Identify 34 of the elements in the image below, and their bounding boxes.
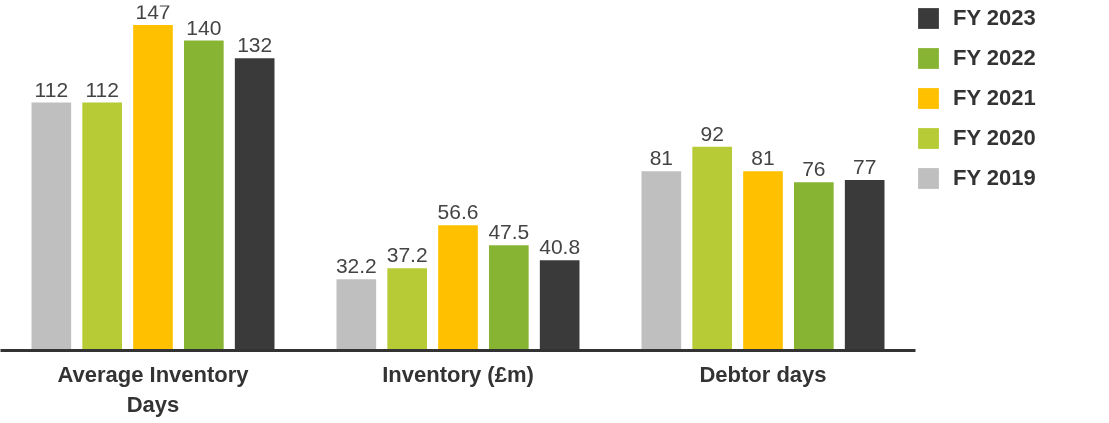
bar: [82, 102, 122, 351]
data-label: 40.8: [539, 235, 581, 259]
bar: [641, 171, 682, 351]
bar: [133, 25, 173, 351]
data-label: 77: [852, 155, 877, 179]
data-label: 112: [34, 77, 69, 101]
data-label: 37.2: [386, 243, 428, 267]
legend-label: FY 2023: [953, 5, 1036, 31]
legend-label: FY 2021: [953, 85, 1036, 111]
bar: [336, 279, 377, 351]
bar: [387, 268, 427, 351]
x-tick-label: Inventory (£m): [382, 361, 534, 387]
legend-label: FY 2019: [953, 165, 1036, 191]
x-tick-label: Debtor days: [699, 361, 827, 387]
data-label: 140: [186, 15, 222, 39]
legend-label: FY 2022: [953, 45, 1036, 71]
bar: [489, 245, 529, 351]
data-label: 132: [237, 33, 273, 57]
legend-label: FY 2020: [953, 125, 1036, 151]
data-label: 32.2: [335, 254, 377, 278]
bar: [184, 40, 224, 351]
bar: [692, 146, 732, 351]
x-tick-label: Average Inventory Days: [57, 361, 250, 417]
data-label: 81: [649, 146, 674, 170]
data-label: 92: [700, 121, 724, 145]
data-label: 56.6: [437, 200, 479, 224]
data-label: 76: [802, 157, 826, 181]
bar: [438, 225, 478, 351]
data-label: 47.5: [488, 220, 530, 244]
data-label: 81: [751, 146, 775, 170]
data-label: 112: [85, 77, 119, 101]
bar: [743, 171, 783, 351]
bar: [794, 182, 834, 351]
bar: [31, 102, 72, 351]
